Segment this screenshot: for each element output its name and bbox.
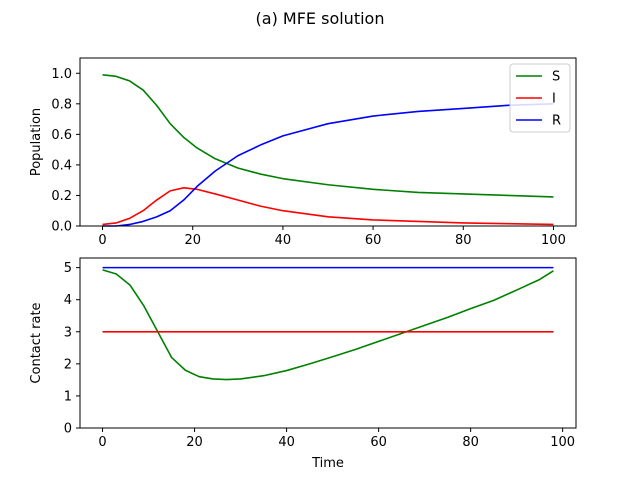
x-tick-label: 20 <box>186 435 203 450</box>
top-plot: 0 20 40 60 80 100 0.0 0.2 0.4 0.6 0.8 1.0 Population… <box>29 57 577 248</box>
figure-title: (a) MFE solution <box>256 9 385 28</box>
y-tick-label: 2 <box>64 357 72 372</box>
x-tick-label: 60 <box>365 233 382 248</box>
series-line-r <box>102 103 554 227</box>
y-tick-label: 0.0 <box>51 220 72 235</box>
y-tick-label: 4 <box>64 293 72 308</box>
x-tick-label: 80 <box>462 435 479 450</box>
y-tick-label: 1.0 <box>51 67 72 82</box>
x-tick-label: 80 <box>455 233 472 248</box>
x-tick-label: 0 <box>98 435 106 450</box>
y-tick-label: 1 <box>64 389 72 404</box>
bottom-plot: 0 20 40 60 80 100 0 1 2 3 4 5 Contact rate <box>29 257 577 450</box>
axes-frame <box>79 257 577 429</box>
legend-label-r: R <box>552 114 561 129</box>
y-tick-label: 0.6 <box>51 128 72 143</box>
y-tick-label: 5 <box>64 261 72 276</box>
y-axis-label: Contact rate <box>29 302 44 383</box>
x-tick-label: 100 <box>541 233 566 248</box>
y-axis-label: Population <box>29 108 44 176</box>
x-tick-label: 40 <box>278 435 295 450</box>
x-tick-label: 40 <box>275 233 292 248</box>
axes-frame <box>79 57 577 227</box>
x-tick-label: 100 <box>550 435 575 450</box>
x-tick-label: 0 <box>98 233 106 248</box>
y-tick-label: 0.8 <box>51 97 72 112</box>
y-tick-label: 0 <box>64 422 72 437</box>
y-tick-label: 0.2 <box>51 189 72 204</box>
x-tick-label: 20 <box>184 233 201 248</box>
legend: SIR <box>509 63 571 133</box>
legend-label-s: S <box>552 70 560 85</box>
series-line-i <box>102 187 554 226</box>
legend-label-i: I <box>552 92 556 107</box>
y-tick-label: 0.4 <box>51 158 72 173</box>
x-tick-label: 60 <box>370 435 387 450</box>
plots: 0 20 40 60 80 1000.00.20.40.60.81.0Population… <box>29 57 577 450</box>
x-axis-label: Time <box>311 456 344 471</box>
y-tick-label: 3 <box>64 325 72 340</box>
